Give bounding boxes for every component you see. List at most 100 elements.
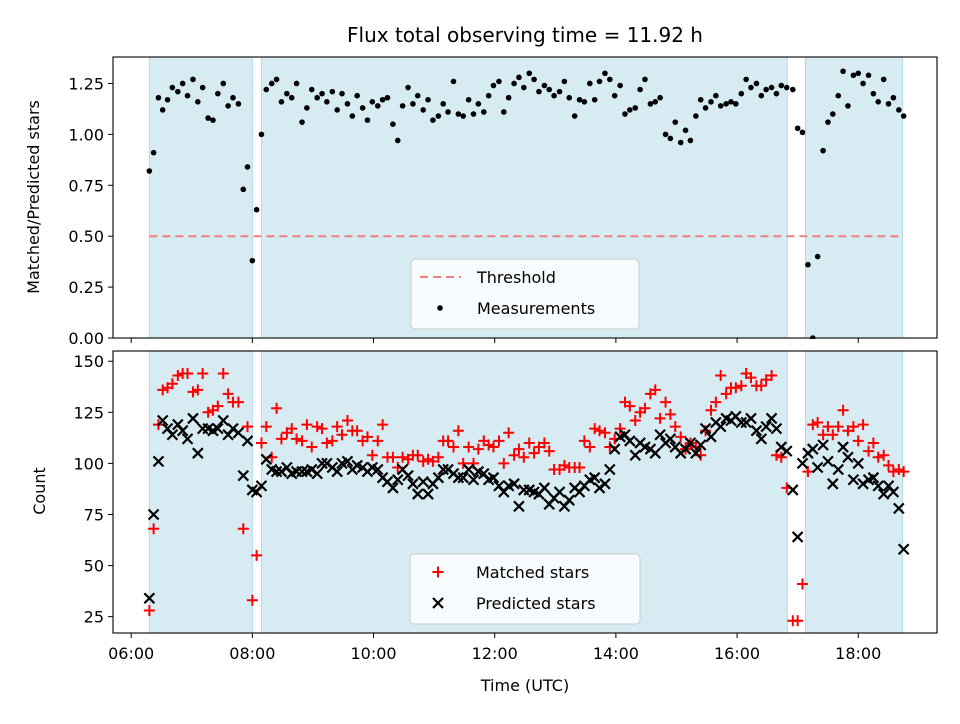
measurement-point <box>268 80 275 87</box>
x-tick-label: 08:00 <box>229 644 275 663</box>
measurement-point <box>184 92 191 99</box>
matched-star-point <box>232 396 244 408</box>
x-tick-label: 16:00 <box>714 644 760 663</box>
measurement-point <box>344 101 351 107</box>
predicted-star-point <box>791 531 804 543</box>
matched-star-point <box>883 459 895 471</box>
measurement-point <box>541 82 548 89</box>
y-tick-label: 0.00 <box>68 329 104 348</box>
measurement-point <box>896 107 902 113</box>
matched-star-point <box>483 439 495 451</box>
predicted-star-point <box>437 463 449 476</box>
predicted-star-point <box>897 543 910 555</box>
measurement-point <box>773 90 780 97</box>
y-tick-label: 125 <box>73 403 104 422</box>
predicted-star-point <box>604 463 616 476</box>
predicted-star-point <box>760 420 772 433</box>
predicted-star-point <box>237 469 250 482</box>
predicted-star-point <box>807 443 819 455</box>
predicted-star-point <box>462 463 475 476</box>
predicted-star-point <box>217 414 230 427</box>
measurement-point <box>723 101 729 107</box>
matched-star-point <box>669 421 681 433</box>
measurement-point <box>835 92 842 99</box>
matched-star-point <box>202 406 214 418</box>
matched-star-point <box>893 464 905 476</box>
matched-star-point <box>366 449 378 461</box>
x-tick-label: 06:00 <box>108 644 154 663</box>
matched-star-point <box>863 445 875 457</box>
x-tick-label: 10:00 <box>350 644 396 663</box>
measurement-point <box>587 80 593 87</box>
measurement-point <box>339 90 345 97</box>
matched-star-point <box>417 455 429 467</box>
measurement-point <box>536 88 542 95</box>
matched-star-point <box>341 414 353 426</box>
predicted-star-point <box>402 469 414 482</box>
predicted-star-point <box>765 412 778 425</box>
measurement-point <box>414 92 421 99</box>
matched-star-point <box>271 402 283 414</box>
matched-star-point <box>705 404 717 416</box>
matched-star-point <box>584 441 596 453</box>
measurement-point <box>263 86 270 93</box>
measurement-point <box>687 137 694 144</box>
legend-box <box>409 553 641 625</box>
measurement-point <box>199 84 206 91</box>
measurement-point <box>445 109 451 115</box>
measurement-point <box>490 82 497 89</box>
measurement-point <box>713 92 719 99</box>
measurement-point <box>175 88 181 95</box>
predicted-star-point <box>417 476 429 488</box>
predicted-star-point <box>811 461 824 474</box>
plot-frame <box>112 56 938 339</box>
measurement-point <box>299 119 305 125</box>
predicted-star-point <box>156 414 169 427</box>
predicted-star-point <box>467 473 480 486</box>
measurement-point <box>164 96 171 103</box>
measurement-point <box>763 86 769 93</box>
matched-star-point <box>508 449 520 461</box>
predicted-star-point <box>457 471 469 484</box>
measurement-point <box>278 98 285 105</box>
predicted-star-point <box>296 465 308 478</box>
predicted-star-point <box>487 471 500 484</box>
matched-star-point <box>187 386 199 398</box>
matched-star-point <box>710 396 722 408</box>
predicted-star-point <box>735 416 748 429</box>
y-tick-label: 1.00 <box>68 125 104 144</box>
measurement-point <box>230 94 236 101</box>
measurement-point <box>394 137 401 144</box>
measurement-point <box>571 113 578 119</box>
measurement-point <box>748 84 754 91</box>
predicted-star-point <box>787 484 799 496</box>
predicted-star-point <box>432 471 445 484</box>
y-tick-label: 50 <box>84 557 104 576</box>
measurement-point <box>293 80 300 87</box>
matched-star-point <box>822 421 834 433</box>
matched-star-point <box>528 447 540 459</box>
y-tick-label: 75 <box>84 505 104 524</box>
measurement-point <box>220 80 227 87</box>
measurement-point <box>753 80 760 87</box>
matched-star-point <box>660 396 672 408</box>
measurement-point <box>450 78 457 85</box>
matched-star-point <box>212 400 224 412</box>
measurement-point <box>556 88 563 95</box>
predicted-star-point <box>232 426 245 439</box>
matched-star-point <box>472 443 484 455</box>
predicted-star-point <box>745 412 757 425</box>
measurement-point <box>329 88 336 95</box>
measurement-point <box>697 96 704 103</box>
x-tick-label: 14:00 <box>593 644 639 663</box>
measurement-point <box>546 86 553 93</box>
matched-star-point <box>837 404 849 416</box>
matched-star-point <box>182 367 194 379</box>
matched-star-point <box>422 453 434 465</box>
predicted-star-point <box>654 429 666 441</box>
measurement-point <box>460 113 467 119</box>
matched-star-point <box>812 417 824 429</box>
measurement-point <box>637 86 643 93</box>
matched-star-point <box>377 419 389 431</box>
measurement-point <box>875 98 882 105</box>
